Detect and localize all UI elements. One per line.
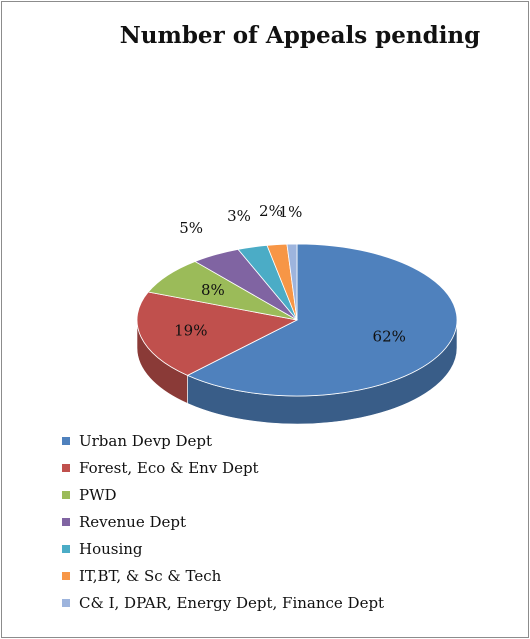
data-label-6: 1% [279, 203, 303, 221]
data-label-4: 3% [227, 207, 251, 225]
legend-label: C& I, DPAR, Energy Dept, Finance Dept [79, 594, 385, 612]
legend-item: Revenue Dept [62, 509, 384, 536]
data-label-2: 8% [201, 281, 225, 299]
legend-item: C& I, DPAR, Energy Dept, Finance Dept [62, 590, 384, 617]
legend-swatch [62, 464, 70, 472]
legend-swatch [62, 518, 70, 526]
legend-swatch [62, 545, 70, 553]
legend-swatch [62, 437, 70, 445]
legend-item: Housing [62, 536, 384, 563]
legend-swatch [62, 572, 70, 580]
legend-label: PWD [79, 486, 117, 504]
data-label-1: 19% [174, 321, 207, 339]
legend-swatch [62, 599, 70, 607]
legend-label: Forest, Eco & Env Dept [79, 459, 259, 477]
legend: Urban Devp Dept Forest, Eco & Env Dept PWD… [62, 428, 384, 617]
legend-label: IT,BT, & Sc & Tech [79, 567, 222, 585]
legend-swatch [62, 491, 70, 499]
legend-item: Forest, Eco & Env Dept [62, 455, 384, 482]
legend-item: IT,BT, & Sc & Tech [62, 563, 384, 590]
data-label-0: 62% [373, 327, 406, 345]
chart-title: Number of Appeals pending [119, 22, 481, 49]
legend-label: Housing [79, 540, 143, 558]
legend-label: Revenue Dept [79, 513, 187, 531]
legend-label: Urban Devp Dept [79, 432, 213, 450]
pie-slice-0 [186, 243, 458, 397]
data-label-5: 2% [259, 202, 283, 220]
legend-item: PWD [62, 482, 384, 509]
legend-item: Urban Devp Dept [62, 428, 384, 455]
pie-slice-6 [286, 243, 298, 321]
data-label-3: 5% [179, 219, 203, 237]
